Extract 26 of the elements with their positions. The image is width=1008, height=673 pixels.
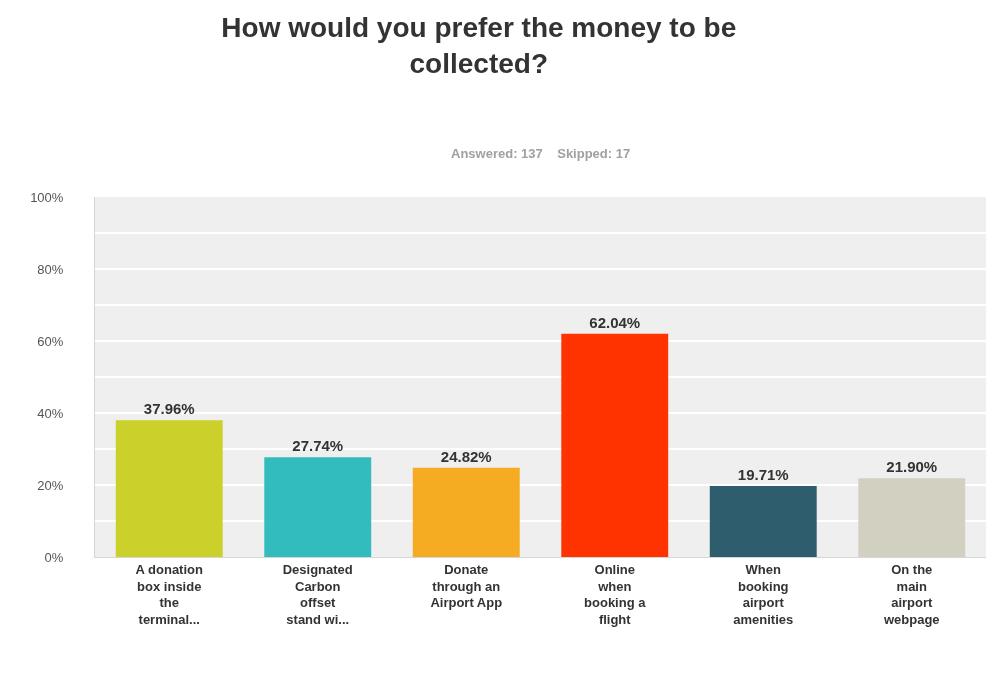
bar xyxy=(561,333,669,557)
bar xyxy=(115,420,223,557)
bar xyxy=(858,478,966,557)
y-tick-label: 40% xyxy=(37,405,64,421)
chart-subtitle: Answered: 137 Skipped: 17 xyxy=(451,146,631,161)
bar xyxy=(264,457,372,557)
x-tick-label: Donate through an Airport App xyxy=(430,561,503,611)
chart-title: How would you prefer the money to be collected? xyxy=(221,12,737,80)
data-label: 37.96% xyxy=(143,400,195,418)
x-tick-label: A donation box inside the terminal... xyxy=(135,561,203,628)
x-tick-label: When booking airport amenities xyxy=(733,561,794,628)
y-tick-label: 20% xyxy=(37,477,64,493)
y-tick-label: 0% xyxy=(44,549,64,565)
x-tick-label: Online when booking a flight xyxy=(584,561,647,628)
data-label: 62.04% xyxy=(589,313,641,331)
data-label: 24.82% xyxy=(440,447,492,465)
data-label: 19.71% xyxy=(737,466,789,484)
data-label: 27.74% xyxy=(292,437,344,455)
bar xyxy=(709,486,817,557)
x-tick-label: Designated Carbon offset stand wi... xyxy=(282,561,353,628)
y-tick-label: 100% xyxy=(30,189,64,205)
data-label: 21.90% xyxy=(886,458,938,476)
bar xyxy=(412,467,520,557)
y-tick-label: 60% xyxy=(37,333,64,349)
x-tick-label: On the main airport webpage xyxy=(882,561,940,628)
y-tick-label: 80% xyxy=(37,261,64,277)
